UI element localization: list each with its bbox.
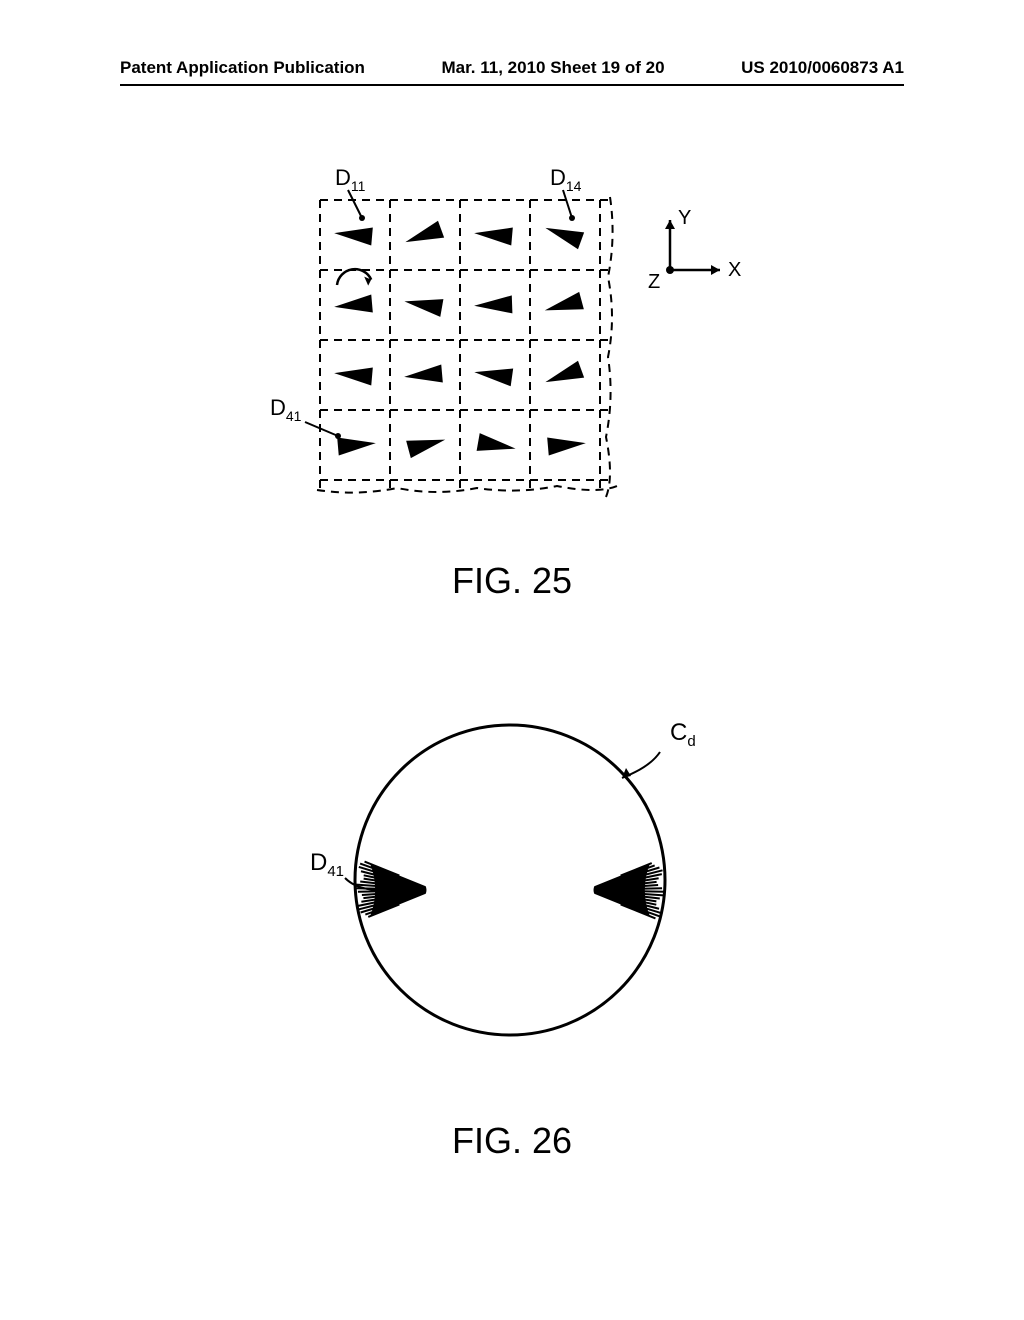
figure-26-caption: FIG. 26 — [0, 1120, 1024, 1162]
figure-26: Cd D41 — [250, 680, 770, 1080]
header-rule — [120, 84, 904, 86]
svg-text:Z: Z — [648, 271, 660, 293]
figure-25-svg: X Y Z D11 D14 D41 — [250, 160, 770, 520]
header-center: Mar. 11, 2010 Sheet 19 of 20 — [442, 58, 665, 78]
svg-text:D41: D41 — [310, 849, 344, 880]
svg-text:Cd: Cd — [670, 719, 696, 750]
figure-25-caption: FIG. 25 — [0, 560, 1024, 602]
svg-text:Y: Y — [678, 207, 691, 229]
svg-text:D11: D11 — [335, 165, 366, 194]
header-right: US 2010/0060873 A1 — [741, 58, 904, 78]
svg-text:D41: D41 — [270, 395, 302, 424]
svg-text:D14: D14 — [550, 165, 582, 194]
header-left: Patent Application Publication — [120, 58, 365, 78]
page-header: Patent Application Publication Mar. 11, … — [0, 58, 1024, 78]
svg-text:X: X — [728, 259, 741, 281]
figure-25: X Y Z D11 D14 D41 — [250, 160, 770, 520]
figure-26-svg: Cd D41 — [250, 680, 770, 1080]
